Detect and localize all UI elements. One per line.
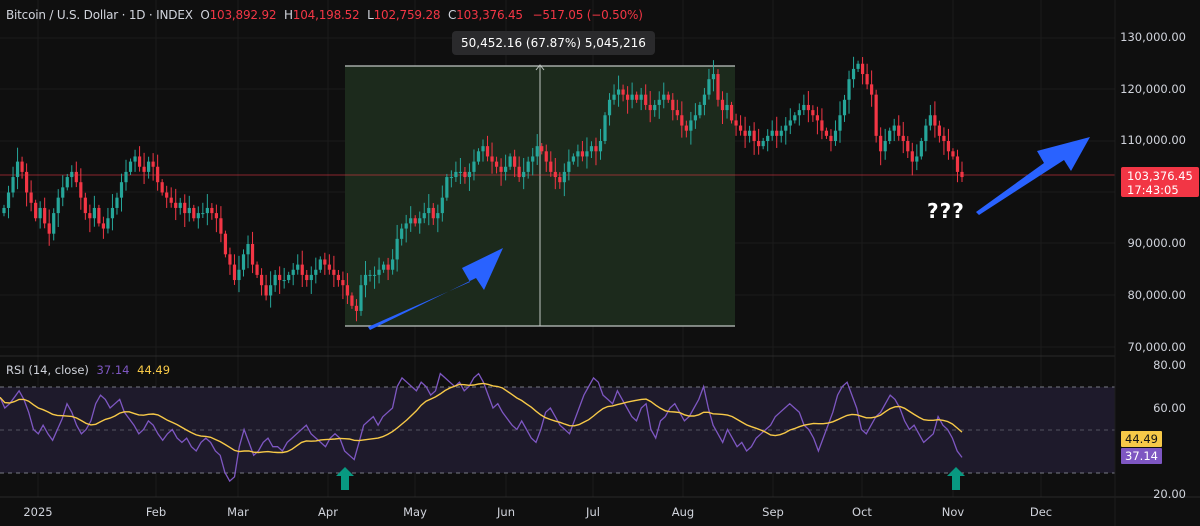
time-axis-label: Mar	[227, 505, 249, 519]
measure-arrow-head-icon	[535, 64, 545, 71]
time-axis-label: Oct	[852, 505, 872, 519]
rsi-title: RSI (14, close)	[6, 363, 89, 377]
open-label: O	[200, 8, 210, 22]
time-axis-label: Dec	[1029, 505, 1053, 519]
measure-tooltip: 50,452.16 (67.87%) 5,045,216	[452, 31, 655, 55]
rsi-legend[interactable]: RSI (14, close) 37.14 44.49	[6, 363, 170, 377]
time-axis-label: Nov	[941, 505, 965, 519]
arrow-up-right-icon	[368, 248, 503, 330]
low-value: 102,759.28	[373, 8, 441, 22]
price-axis-label: 120,000.00	[1120, 82, 1186, 96]
question-annotation: ???	[927, 199, 965, 223]
open-value: 103,892.92	[209, 8, 277, 22]
current-price-value: 103,376.45	[1127, 169, 1193, 183]
time-axis-label: May	[403, 505, 427, 519]
price-axis-label: 90,000.00	[1127, 236, 1186, 250]
symbol-title: Bitcoin / U.S. Dollar · 1D · INDEX	[6, 8, 193, 22]
arrow-up-marker-icon	[947, 467, 965, 490]
rsi-ma-line	[0, 382, 963, 454]
arrow-up-right-icon	[976, 137, 1090, 215]
rsi-value: 37.14	[96, 363, 130, 377]
time-axis-label: Jul	[586, 505, 600, 519]
time-axis-label: 2025	[23, 505, 53, 519]
bar-countdown: 17:43:05	[1127, 183, 1179, 197]
rsi-line	[0, 372, 963, 483]
price-axis-label: 110,000.00	[1120, 133, 1186, 147]
candlestick-series	[2, 56, 964, 322]
time-axis-label: Aug	[671, 505, 695, 519]
symbol-legend[interactable]: Bitcoin / U.S. Dollar · 1D · INDEX O103,…	[6, 8, 643, 22]
price-axis-label: 80,000.00	[1127, 288, 1186, 302]
rsi-tag: 37.14	[1121, 448, 1162, 464]
price-axis-label: 130,000.00	[1120, 30, 1186, 44]
high-value: 104,198.52	[292, 8, 360, 22]
price-axis-label: 70,000.00	[1127, 340, 1186, 354]
time-axis-label: Jun	[497, 505, 515, 519]
time-axis-label: Sep	[762, 505, 784, 519]
rsi-axis-label: 60.00	[1153, 401, 1186, 415]
close-value: 103,376.45	[456, 8, 523, 22]
close-label: C	[447, 8, 457, 22]
rsi-axis-label: 80.00	[1153, 358, 1186, 372]
high-label: H	[283, 8, 293, 22]
arrow-up-marker-icon	[336, 467, 354, 490]
time-axis-label: Apr	[318, 505, 338, 519]
rsi-ma-value: 44.49	[137, 363, 171, 377]
current-price-tag: 103,376.45 17:43:05	[1121, 167, 1199, 197]
change-value: −517.05 (−0.50%)	[532, 8, 643, 22]
time-axis-label: Feb	[145, 505, 167, 519]
rsi-ma-tag: 44.49	[1121, 431, 1162, 447]
low-label: L	[367, 8, 374, 22]
rsi-axis-label: 20.00	[1153, 487, 1186, 501]
